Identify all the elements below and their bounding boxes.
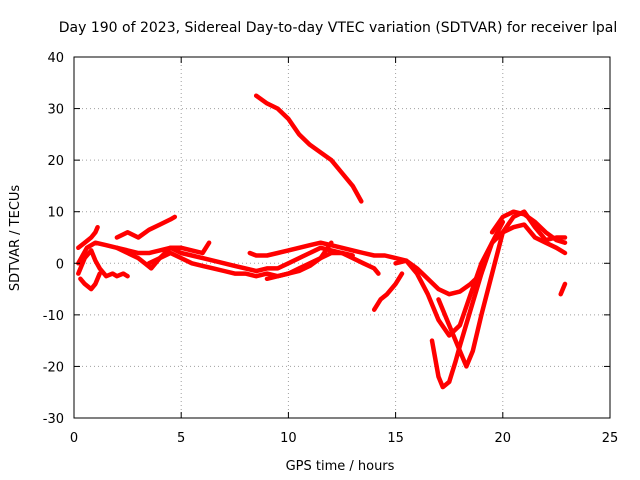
series-line-track-8 <box>247 240 484 297</box>
y-tick-label: 30 <box>47 103 64 118</box>
axis-ticks: 0 5 10 15 20 25 -30 -20 -10 0 10 20 30 40 <box>43 51 619 446</box>
grid <box>74 57 610 418</box>
series-line-track-4 <box>76 240 212 266</box>
y-tick-label: 10 <box>47 206 64 221</box>
series-line-track-11 <box>371 271 405 312</box>
y-tick-label: 20 <box>47 154 64 169</box>
y-tick-label: -20 <box>43 360 64 375</box>
series-line-track-13 <box>429 219 506 390</box>
y-axis-label: SDTVAR / TECUs <box>8 185 23 292</box>
x-tick-label: 10 <box>280 431 297 446</box>
series-line-track-15 <box>489 209 568 245</box>
series-line-track-10 <box>264 240 334 282</box>
series-line-track-5 <box>114 214 178 240</box>
plot-frame <box>73 56 611 419</box>
y-tick-label: 0 <box>56 257 64 272</box>
x-tick-label: 20 <box>495 431 512 446</box>
x-axis-label: GPS time / hours <box>286 459 395 474</box>
y-tick-label: 40 <box>47 51 64 66</box>
x-tick-label: 0 <box>70 431 78 446</box>
y-tick-label: -30 <box>43 412 64 427</box>
series-line-track-3 <box>76 224 100 251</box>
series-line-track-2 <box>78 271 102 292</box>
x-tick-label: 25 <box>602 431 619 446</box>
x-tick-label: 15 <box>387 431 404 446</box>
x-tick-label: 5 <box>177 431 185 446</box>
series-line-track-9 <box>253 93 364 204</box>
series-line-track-14 <box>436 209 568 369</box>
chart-title: Day 190 of 2023, Sidereal Day-to-day VTE… <box>59 20 617 36</box>
series-line-track-16 <box>558 281 568 297</box>
series-group <box>76 93 568 390</box>
y-tick-label: -10 <box>43 309 64 324</box>
series-line-track-12 <box>393 222 568 338</box>
series-line-track-1 <box>76 248 130 279</box>
